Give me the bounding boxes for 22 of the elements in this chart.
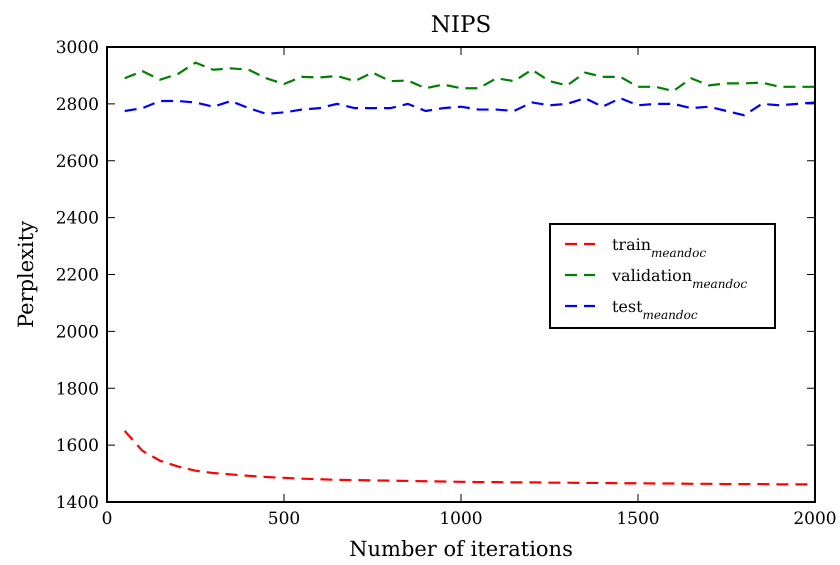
x-tick-label: 1000 (439, 509, 483, 529)
legend-label: train$_{meandoc}$ (612, 235, 706, 260)
chart-title: NIPS (430, 12, 492, 38)
y-tick-label: 2800 (56, 94, 99, 115)
y-tick-label: 3000 (56, 38, 99, 58)
y-tick-label: 1400 (56, 493, 99, 513)
x-axis-title: Number of iterations (349, 537, 573, 561)
x-tick-label: 0 (102, 509, 112, 529)
x-tick-label: 2000 (793, 509, 837, 529)
x-tick-label: 500 (268, 509, 300, 529)
y-tick-label: 1800 (56, 379, 99, 400)
line-series (124, 97, 815, 116)
y-tick-label: 2200 (56, 266, 99, 286)
y-tick-label: 1600 (56, 436, 99, 456)
y-tick-label: 2000 (56, 322, 99, 342)
x-tick-label: 1500 (616, 509, 660, 529)
legend-label: test$_{meandoc}$ (612, 297, 698, 322)
y-tick-label: 2600 (56, 152, 99, 172)
line-series (124, 62, 815, 92)
y-tick-label: 2400 (56, 208, 99, 229)
y-axis-title: Perplexity (14, 220, 38, 328)
legend-label: validation$_{meandoc}$ (611, 266, 748, 291)
